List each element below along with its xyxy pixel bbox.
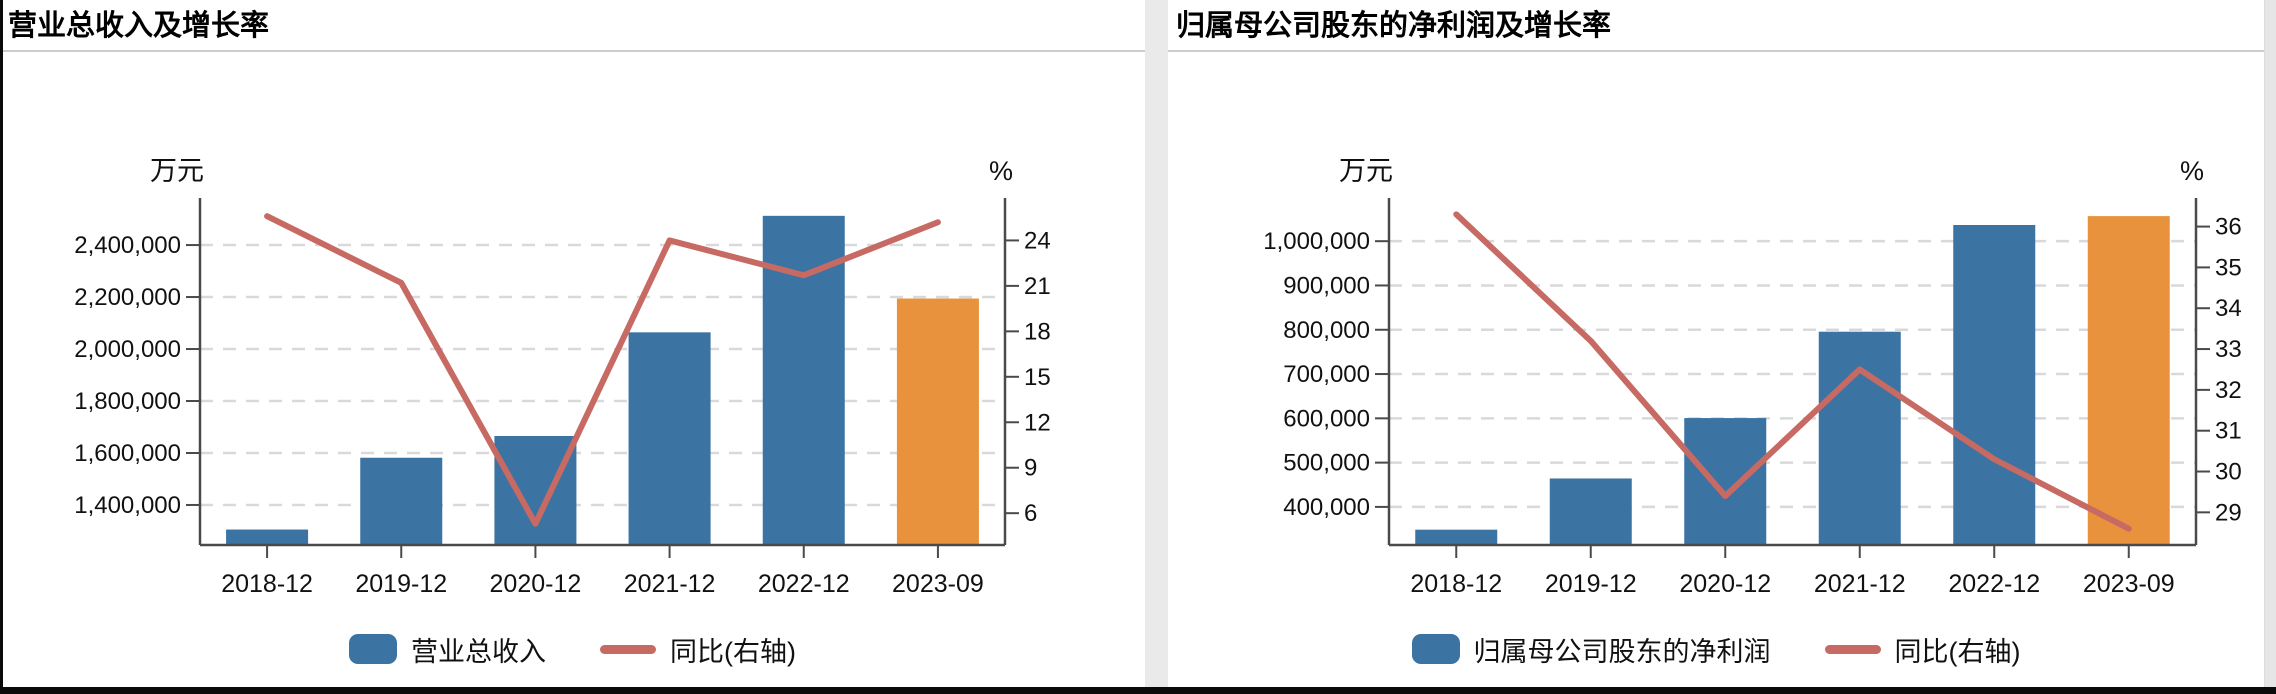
bar-2020-12 xyxy=(494,436,577,545)
right-y-tick-label: 34 xyxy=(2215,295,2242,322)
bar-2021-12 xyxy=(1818,331,1901,545)
title-divider xyxy=(1168,50,2264,52)
revenue-combo-chart: 1,400,000 1,600,000 1,800,000 2,000,000 2,20… xyxy=(74,156,1051,598)
left-y-tick-label: 1,000,000 xyxy=(1263,228,1370,255)
line-legend-label: 同比(右轴) xyxy=(1894,636,2021,667)
x-tick-label: 2021-12 xyxy=(624,570,716,598)
x-tick-label: 2023-09 xyxy=(892,570,984,598)
right-y-tick-label: 6 xyxy=(1024,500,1037,527)
right-y-tick-label: 24 xyxy=(1024,227,1051,254)
right-y-tick-label: 21 xyxy=(1024,273,1051,300)
left-y-tick-label: 900,000 xyxy=(1283,272,1370,299)
x-tick-label: 2020-12 xyxy=(1679,570,1771,598)
left-y-tick-label: 2,400,000 xyxy=(74,232,181,259)
net-profit-chart-legend: 归属母公司股东的净利润 同比(右轴) xyxy=(1168,626,2264,672)
x-tick-label: 2023-09 xyxy=(2083,570,2175,598)
revenue-chart-legend: 营业总收入 同比(右轴) xyxy=(0,626,1145,672)
line-legend-swatch xyxy=(600,644,656,654)
right-y-tick-label: 12 xyxy=(1024,409,1051,436)
net-profit-combo-chart: 400,000 500,000 600,000 700,000 800,000 900,0… xyxy=(1263,156,2242,598)
x-tick-label: 2022-12 xyxy=(1948,570,2040,598)
right-y-tick-label: 36 xyxy=(2215,214,2242,241)
bar-2021-12 xyxy=(628,332,711,545)
x-tick-label: 2021-12 xyxy=(1814,570,1906,598)
bar-legend-swatch xyxy=(349,634,397,664)
left-y-tick-label: 400,000 xyxy=(1283,494,1370,521)
bar-legend-swatch xyxy=(1411,634,1460,664)
window-left-edge xyxy=(0,0,3,694)
x-tick-label: 2019-12 xyxy=(355,570,447,598)
revenue-chart-panel: 营业总收入及增长率 1,400,000 1,600,000 1,800,000 2,0… xyxy=(0,0,1145,688)
right-axis-unit-label: % xyxy=(2180,156,2204,186)
bar-legend-label: 归属母公司股东的净利润 xyxy=(1473,636,1771,667)
bar-2018-12 xyxy=(1415,529,1498,545)
left-axis-unit-label: 万元 xyxy=(1339,156,1393,186)
page-scrollbar[interactable] xyxy=(2264,0,2276,694)
right-y-tick-label: 30 xyxy=(2215,459,2242,486)
window-bottom-edge xyxy=(0,687,2276,694)
left-y-tick-label: 2,200,000 xyxy=(74,284,181,311)
bar-2018-12 xyxy=(226,529,309,545)
left-y-tick-label: 2,000,000 xyxy=(74,336,181,363)
line-legend-swatch xyxy=(1824,644,1881,654)
left-y-tick-label: 1,800,000 xyxy=(74,388,181,415)
bar-legend-label: 营业总收入 xyxy=(411,636,546,667)
growth-line xyxy=(1453,211,2132,532)
x-tick-label: 2018-12 xyxy=(1410,570,1502,598)
right-y-tick-label: 9 xyxy=(1024,455,1037,482)
bar-2019-12 xyxy=(360,457,443,545)
revenue-panel-title: 营业总收入及增长率 xyxy=(8,10,270,42)
bar-2023-09 xyxy=(2087,216,2170,545)
line-legend-label: 同比(右轴) xyxy=(670,636,796,667)
bar-2022-12 xyxy=(1953,225,2036,545)
bar-2023-09 xyxy=(896,298,979,545)
right-y-tick-label: 29 xyxy=(2215,499,2242,526)
right-y-tick-label: 35 xyxy=(2215,254,2242,281)
right-y-tick-label: 32 xyxy=(2215,377,2242,404)
x-tick-label: 2018-12 xyxy=(221,570,313,598)
x-tick-label: 2020-12 xyxy=(490,570,582,598)
left-y-tick-label: 700,000 xyxy=(1283,361,1370,388)
x-tick-label: 2022-12 xyxy=(758,570,850,598)
left-y-tick-label: 500,000 xyxy=(1283,450,1370,477)
left-y-tick-label: 1,400,000 xyxy=(74,492,181,519)
left-y-tick-label: 800,000 xyxy=(1283,317,1370,344)
left-axis-unit-label: 万元 xyxy=(150,156,204,186)
bar-2020-12 xyxy=(1684,418,1767,545)
right-axis-unit-label: % xyxy=(989,156,1013,186)
net-profit-panel-title: 归属母公司股东的净利润及增长率 xyxy=(1176,10,1612,42)
net-profit-chart-panel: 归属母公司股东的净利润及增长率 400,000 500,000 600,000 700… xyxy=(1168,0,2264,688)
growth-line xyxy=(264,213,941,527)
right-y-tick-label: 33 xyxy=(2215,336,2242,363)
right-y-tick-label: 15 xyxy=(1024,364,1051,391)
left-y-tick-label: 1,600,000 xyxy=(74,440,181,467)
x-tick-label: 2019-12 xyxy=(1545,570,1637,598)
title-divider xyxy=(0,50,1145,52)
right-y-tick-label: 18 xyxy=(1024,318,1051,345)
bar-2019-12 xyxy=(1549,478,1632,545)
right-y-tick-label: 31 xyxy=(2215,418,2242,445)
left-y-tick-label: 600,000 xyxy=(1283,405,1370,432)
panel-divider-gutter xyxy=(1145,0,1168,694)
